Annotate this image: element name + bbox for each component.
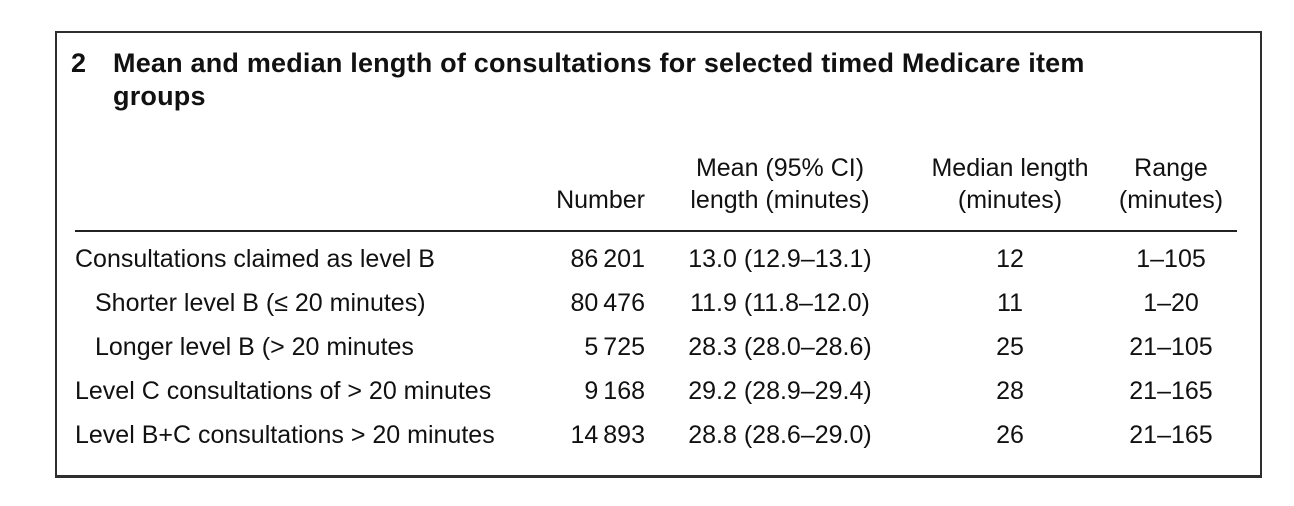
table-title-text: Mean and median length of consultations … bbox=[113, 48, 1085, 111]
row-median: 26 bbox=[996, 420, 1024, 449]
header-mean: Mean (95% CI) length (minutes) bbox=[645, 152, 915, 232]
row-number: 5 725 bbox=[584, 332, 645, 361]
header-median: Median length (minutes) bbox=[915, 152, 1105, 232]
row-mean: 29.2 (28.9–29.4) bbox=[688, 376, 872, 405]
row-label: Shorter level B (≤ 20 minutes) bbox=[95, 288, 426, 317]
table-panel: 2 Mean and median length of consultation… bbox=[55, 31, 1262, 478]
table-body: Consultations claimed as level B 86 201 … bbox=[75, 231, 1237, 457]
row-number: 9 168 bbox=[584, 376, 645, 405]
header-row: Number Mean (95% CI) length (minutes) Me… bbox=[75, 152, 1237, 232]
row-median: 28 bbox=[996, 376, 1024, 405]
header-mean-line1: Mean (95% CI) bbox=[695, 154, 865, 182]
table-row: Level C consultations of > 20 minutes 9 … bbox=[75, 369, 1237, 413]
row-mean: 28.8 (28.6–29.0) bbox=[688, 420, 872, 449]
consultation-length-table: Number Mean (95% CI) length (minutes) Me… bbox=[75, 152, 1237, 457]
row-range: 21–165 bbox=[1129, 376, 1213, 405]
header-number-label: Number bbox=[556, 186, 645, 214]
row-number: 14 893 bbox=[570, 420, 645, 449]
table-row: Consultations claimed as level B 86 201 … bbox=[75, 231, 1237, 281]
header-range-line2: (minutes) bbox=[1118, 186, 1224, 214]
row-range: 1–20 bbox=[1143, 288, 1199, 317]
row-number: 86 201 bbox=[570, 245, 645, 273]
header-median-line1: Median length bbox=[931, 154, 1089, 182]
row-range: 21–105 bbox=[1129, 332, 1213, 361]
row-median: 11 bbox=[997, 288, 1023, 317]
header-item-group bbox=[75, 152, 490, 232]
row-label: Longer level B (> 20 minutes bbox=[95, 332, 414, 361]
table-row: Shorter level B (≤ 20 minutes) 80 476 11… bbox=[75, 281, 1237, 325]
header-median-line2: (minutes) bbox=[957, 186, 1063, 214]
table-row: Longer level B (> 20 minutes 5 725 28.3 … bbox=[75, 325, 1237, 369]
table-header: Number Mean (95% CI) length (minutes) Me… bbox=[75, 152, 1237, 232]
row-mean: 28.3 (28.0–28.6) bbox=[688, 332, 872, 361]
row-mean: 13.0 (12.9–13.1) bbox=[688, 245, 872, 273]
row-range: 21–165 bbox=[1129, 420, 1213, 449]
row-mean: 11.9 (11.8–12.0) bbox=[690, 288, 870, 317]
row-label: Level C consultations of > 20 minutes bbox=[75, 376, 492, 405]
row-median: 12 bbox=[996, 245, 1024, 273]
panel-title: 2 Mean and median length of consultation… bbox=[71, 47, 1242, 113]
table-row: Level B+C consultations > 20 minutes 14 … bbox=[75, 413, 1237, 457]
table-number: 2 bbox=[71, 48, 87, 78]
header-number: Number bbox=[490, 152, 645, 232]
row-range: 1–105 bbox=[1136, 245, 1206, 273]
row-label: Consultations claimed as level B bbox=[75, 245, 435, 273]
row-number: 80 476 bbox=[570, 288, 645, 317]
header-mean-line2: length (minutes) bbox=[690, 186, 870, 214]
header-range: Range (minutes) bbox=[1105, 152, 1237, 232]
row-label: Level B+C consultations > 20 minutes bbox=[75, 420, 495, 449]
row-median: 25 bbox=[996, 332, 1024, 361]
header-range-line1: Range bbox=[1134, 154, 1208, 182]
